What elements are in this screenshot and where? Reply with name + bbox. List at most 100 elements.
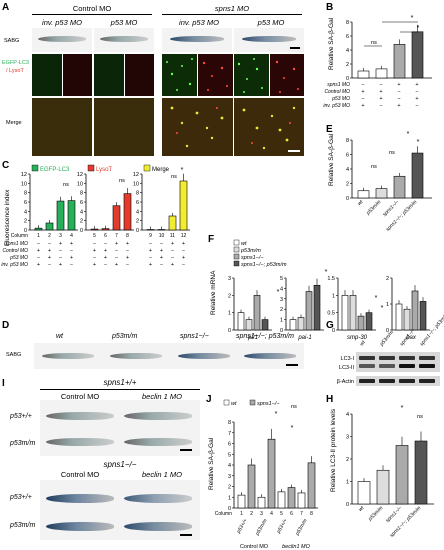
panel-e-star-2: * bbox=[417, 139, 420, 146]
panel-f-gene-3: bax bbox=[406, 335, 417, 341]
panel-c-ylabel: Fluorescence index bbox=[4, 189, 11, 246]
panel-a-group-left: Control MO bbox=[72, 4, 112, 13]
panel-c2-ytick-label-5: 10 bbox=[77, 181, 83, 187]
panel-e-ns: ns bbox=[371, 164, 377, 170]
panel-j-bar-2 bbox=[247, 464, 256, 509]
panel-b-sign-0-3: + bbox=[415, 82, 418, 88]
panel-c1-ytick-label-6: 12 bbox=[21, 172, 27, 178]
panel-c2-sign-3-1: − bbox=[104, 262, 107, 268]
panel-c2-ytick-label-4: 8 bbox=[80, 191, 83, 197]
panel-c1-ytick-label-1: 2 bbox=[24, 219, 27, 225]
panel-c3-ytick-label-4: 8 bbox=[136, 191, 139, 197]
panel-g-band-lc3i-1 bbox=[379, 356, 395, 360]
panel-g-band-lc3ii-2 bbox=[399, 364, 415, 368]
panel-g-col-0: wt bbox=[359, 339, 367, 347]
panel-b-bar-2 bbox=[375, 68, 388, 79]
panel-j-xtick-8: 8 bbox=[310, 511, 313, 517]
panel-h-star: * bbox=[401, 405, 404, 412]
panel-f-pai-1-ytick-label-3: 3 bbox=[280, 297, 283, 303]
panel-f-legend-swatch-0 bbox=[233, 239, 240, 246]
panel-b-sign-1-0: + bbox=[361, 89, 364, 95]
panel-b-sign-2-0: − bbox=[361, 96, 364, 102]
panel-label-h: H bbox=[326, 394, 334, 405]
panel-b-sign-0-2: + bbox=[397, 82, 400, 88]
panel-j-ytick-label-7: 7 bbox=[228, 431, 231, 437]
panel-b-ylabel: Relative SA-β-Gal bbox=[328, 17, 335, 70]
panel-j-legend-swatch-1 bbox=[249, 399, 256, 406]
panel-c3-ns: ns bbox=[63, 182, 69, 188]
panel-f-legend-1: p53m/m bbox=[240, 248, 261, 254]
panel-f-bax-ytick-label-0: 0 bbox=[386, 328, 389, 334]
panel-f-legend-2: spns1−/− bbox=[241, 255, 264, 261]
panel-f-p21-ytick-label-1: 1 bbox=[228, 311, 231, 317]
panel-c2-sign-2-2: − bbox=[115, 255, 118, 261]
panel-f-p21-ytick-label-2: 2 bbox=[228, 293, 231, 299]
panel-f-bax-ytick-label-2: 2 bbox=[386, 276, 389, 282]
panel-b-bar-1 bbox=[357, 70, 370, 79]
panel-e-bar-3 bbox=[393, 175, 406, 199]
panel-c1-sign-3-1: − bbox=[48, 262, 51, 268]
panel-label-f: F bbox=[208, 234, 215, 245]
panel-f-smp-30-ytick-label-3: 1.5 bbox=[327, 276, 335, 282]
panel-f-smp-30-bar-0 bbox=[341, 295, 349, 331]
panel-i-top-underline bbox=[40, 389, 200, 390]
panel-c1-sign-1-2: − bbox=[59, 248, 62, 254]
panel-j-xtick-1: 1 bbox=[240, 511, 243, 517]
panel-c1-sign-3-2: + bbox=[59, 262, 62, 268]
panel-g-band-lc3i-2 bbox=[399, 356, 415, 360]
panel-g-western-blot: wt p53m/m spns1−/− spns1−/−; p53m/mLC3-ILC3… bbox=[337, 312, 444, 386]
panel-b-row-label-1: Control MO bbox=[324, 89, 350, 95]
panel-c1-sign-0-0: − bbox=[37, 241, 40, 247]
panel-h-xtick-3: spns1−/− bbox=[385, 505, 404, 524]
panel-j-legend-swatch-0 bbox=[223, 399, 230, 406]
panel-c1-sign-3-3: − bbox=[70, 262, 73, 268]
panel-c2-bar-4 bbox=[123, 193, 132, 231]
panel-c3-xtick-3: 11 bbox=[170, 233, 175, 239]
panel-i-row-1: p53+/+ bbox=[10, 413, 32, 420]
panel-j-xtick-5: 5 bbox=[280, 511, 283, 517]
panel-f-star-3: * bbox=[381, 305, 384, 312]
panel-h-ytick-label-4: 4 bbox=[346, 412, 349, 418]
panel-h-bar-2 bbox=[376, 469, 390, 505]
panel-h-bar-4 bbox=[414, 440, 428, 505]
panel-j-ylabel: Relative SA-β-Gal bbox=[208, 437, 215, 490]
panel-c-row-label-1: Control MO bbox=[2, 248, 28, 254]
panel-label-d: D bbox=[2, 320, 10, 331]
panel-g-band-lc3ii-3 bbox=[419, 364, 435, 368]
panel-b-star-2: * bbox=[417, 25, 420, 32]
panel-label-b: B bbox=[326, 2, 334, 13]
panel-b-row-label-2: p53 MO bbox=[331, 96, 350, 102]
panel-e-xtick-1: wt bbox=[357, 199, 365, 207]
panel-f-legend-0: wt bbox=[241, 241, 247, 247]
panel-c3-sign-3-1: − bbox=[160, 262, 163, 268]
panel-h-ytick-label-1: 1 bbox=[346, 480, 349, 486]
panel-f-legend-swatch-3 bbox=[233, 260, 240, 267]
panel-b-ytick-label-1: 2 bbox=[346, 62, 349, 68]
panel-c2-sign-2-0: − bbox=[93, 255, 96, 261]
panel-c1-bar-2 bbox=[45, 222, 54, 231]
panel-c1-sign-1-1: + bbox=[48, 248, 51, 254]
panel-c2-sign-3-2: + bbox=[115, 262, 118, 268]
panel-c2-sign-0-0: − bbox=[93, 241, 96, 247]
panel-f-smp-30-ytick-label-2: 1 bbox=[332, 293, 335, 299]
panel-c2-sign-2-3: + bbox=[126, 255, 129, 261]
panel-j-bar-4 bbox=[267, 438, 276, 509]
panel-c2-sign-3-3: − bbox=[126, 262, 129, 268]
panel-c3-ytick-label-5: 10 bbox=[133, 181, 139, 187]
panel-c1-sign-2-2: − bbox=[59, 255, 62, 261]
panel-c2-sign-2-1: + bbox=[104, 255, 107, 261]
panel-c1-sign-1-3: − bbox=[70, 248, 73, 254]
panel-c3-bar-3 bbox=[168, 215, 177, 231]
panel-f-pai-1-ytick-label-4: 4 bbox=[280, 286, 283, 292]
panel-c2-ytick-label-6: 12 bbox=[77, 172, 83, 178]
panel-j-xtick-3: 3 bbox=[260, 511, 263, 517]
panel-c1-bar-3 bbox=[56, 200, 65, 231]
panel-j-bar-5 bbox=[277, 491, 286, 509]
panel-c3-legend-swatch bbox=[143, 164, 151, 172]
panel-c1-sign-0-3: + bbox=[70, 241, 73, 247]
panel-j-group-2: p53+/+ bbox=[275, 518, 289, 535]
panel-c2-ytick-label-0: 0 bbox=[80, 228, 83, 234]
panel-e-ytick-label-0: 0 bbox=[346, 196, 349, 202]
